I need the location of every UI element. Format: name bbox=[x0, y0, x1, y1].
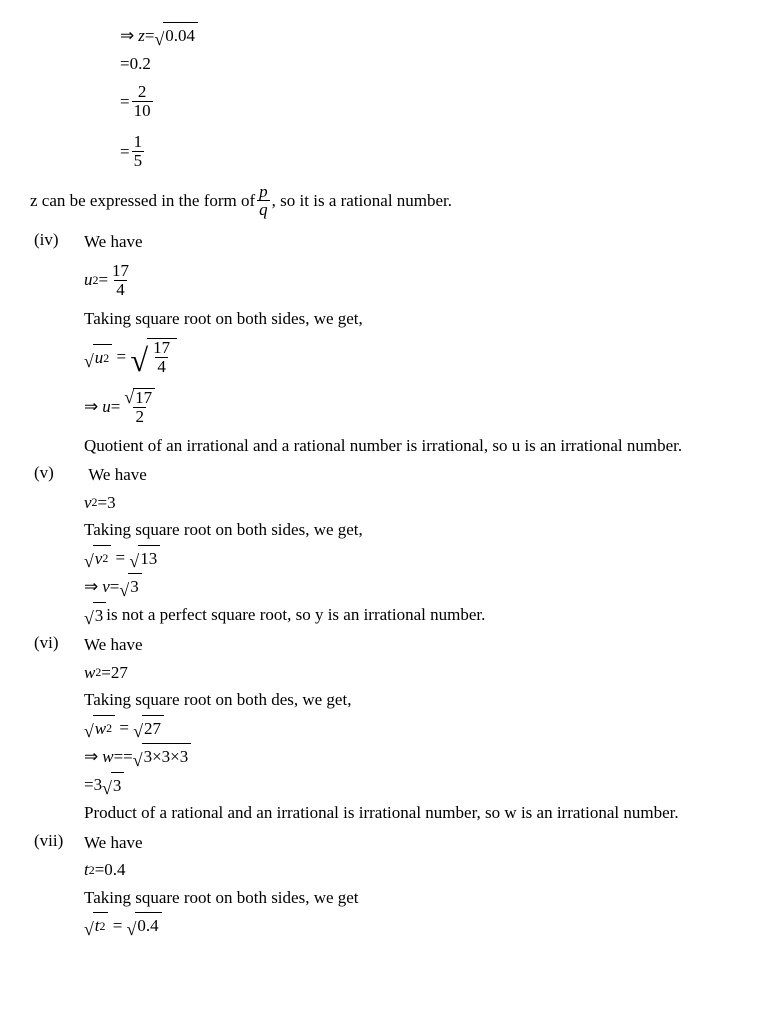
v-v-result: ⇒v = √3 bbox=[84, 573, 750, 600]
vii-eq: t2 = 0.4 bbox=[84, 857, 750, 883]
vi-eq: w2 = 27 bbox=[84, 660, 750, 686]
iv-eq: u2 = 174 bbox=[84, 256, 750, 304]
eq-z-02: = 0.2 bbox=[120, 51, 750, 77]
roman-v: (v) bbox=[30, 460, 84, 486]
iv-wehave: We have bbox=[84, 229, 750, 255]
eq-z-2over10: = 210 bbox=[120, 78, 750, 126]
vii-sqrt-eq: √t2 = √0.4 bbox=[84, 912, 750, 939]
vii-wehave: We have bbox=[84, 830, 750, 856]
z-conclusion: z can be expressed in the form of pq , s… bbox=[30, 177, 750, 225]
vi-conclusion: Product of a rational and an irrational … bbox=[84, 800, 750, 826]
vi-sqrt-eq: √w2 = √27 bbox=[84, 715, 750, 742]
v-eq: v2 = 3 bbox=[84, 490, 750, 516]
v-wehave: We have bbox=[84, 462, 750, 488]
iv-sqtext: Taking square root on both sides, we get… bbox=[84, 306, 750, 332]
vi-w-result: ⇒w == √3×3×3 bbox=[84, 743, 750, 770]
v-sqtext: Taking square root on both sides, we get… bbox=[84, 517, 750, 543]
iv-conclusion: Quotient of an irrational and a rational… bbox=[84, 433, 750, 459]
eq-z-sqrt: ⇒z = √0.04 bbox=[120, 22, 750, 49]
vi-sqtext: Taking square root on both des, we get, bbox=[84, 687, 750, 713]
eq-z-1over5: = 15 bbox=[120, 128, 750, 176]
vii-sqtext: Taking square root on both sides, we get bbox=[84, 885, 750, 911]
roman-vii: (vii) bbox=[30, 828, 84, 854]
iv-sqrt-eq: √u2 = √174 bbox=[84, 333, 750, 381]
vi-wehave: We have bbox=[84, 632, 750, 658]
roman-iv: (iv) bbox=[30, 227, 84, 253]
vi-3root3: = 3√3 bbox=[84, 772, 750, 799]
v-conclusion: √3 is not a perfect square root, so y is… bbox=[84, 602, 750, 629]
v-sqrt-eq: √v2 = √13 bbox=[84, 545, 750, 572]
iv-u-result: ⇒u = √172 bbox=[84, 383, 750, 431]
roman-vi: (vi) bbox=[30, 630, 84, 656]
